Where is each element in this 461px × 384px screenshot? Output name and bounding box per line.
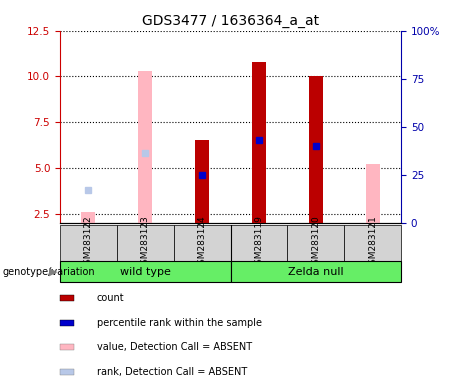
Text: GSM283122: GSM283122 <box>84 215 93 270</box>
Text: GSM283121: GSM283121 <box>368 215 377 270</box>
Bar <box>309 76 323 223</box>
Bar <box>287 225 344 261</box>
Text: Zelda null: Zelda null <box>288 266 343 277</box>
Bar <box>230 261 401 282</box>
Bar <box>174 225 230 261</box>
Text: GSM283119: GSM283119 <box>254 215 263 270</box>
Text: GSM283120: GSM283120 <box>311 215 320 270</box>
Text: count: count <box>97 293 124 303</box>
Text: wild type: wild type <box>120 266 171 277</box>
Bar <box>60 320 74 326</box>
Text: ▶: ▶ <box>49 266 57 277</box>
Bar <box>60 295 74 301</box>
Text: GSM283123: GSM283123 <box>141 215 150 270</box>
Text: GSM283124: GSM283124 <box>198 215 207 270</box>
Bar <box>344 225 401 261</box>
Bar <box>60 225 117 261</box>
Text: percentile rank within the sample: percentile rank within the sample <box>97 318 262 328</box>
Bar <box>366 164 380 223</box>
Bar <box>230 225 287 261</box>
Text: rank, Detection Call = ABSENT: rank, Detection Call = ABSENT <box>97 367 247 377</box>
Bar <box>252 62 266 223</box>
Bar <box>138 71 152 223</box>
Title: GDS3477 / 1636364_a_at: GDS3477 / 1636364_a_at <box>142 14 319 28</box>
Bar <box>81 212 95 223</box>
Bar <box>117 225 174 261</box>
Bar <box>60 369 74 375</box>
Bar <box>60 344 74 350</box>
Bar <box>60 261 230 282</box>
Text: genotype/variation: genotype/variation <box>2 266 95 277</box>
Text: value, Detection Call = ABSENT: value, Detection Call = ABSENT <box>97 342 252 352</box>
Bar <box>195 141 209 223</box>
